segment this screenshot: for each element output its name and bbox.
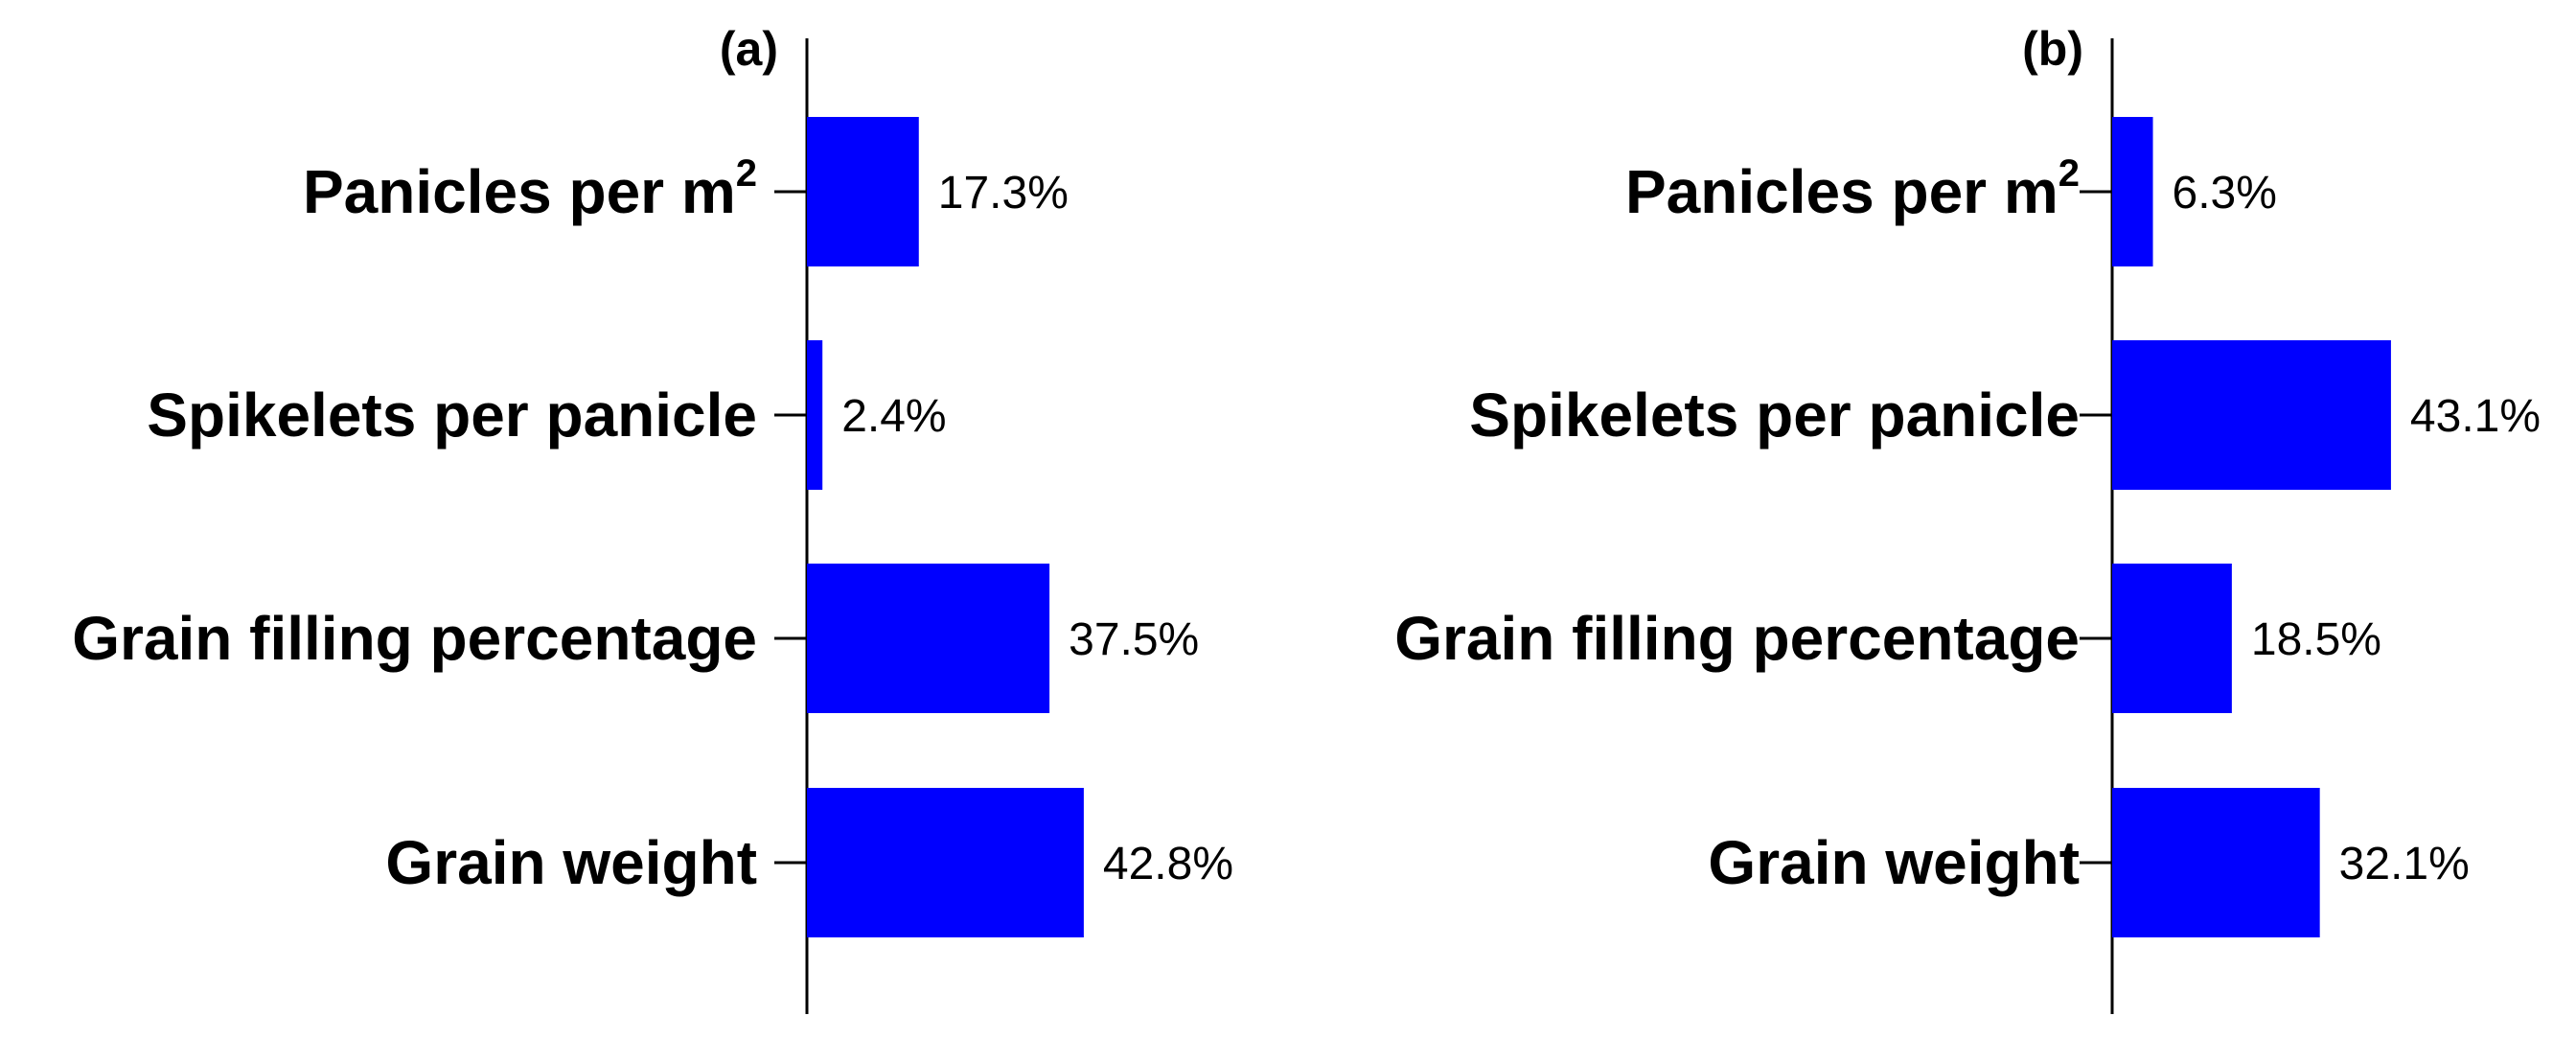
category-label-superscript: 2 (736, 152, 757, 195)
bar (807, 564, 1050, 713)
bar (807, 340, 823, 490)
category-label: Panicles per m2 (1625, 152, 2080, 226)
data-label: 43.1% (2410, 391, 2541, 442)
data-label: 18.5% (2251, 614, 2381, 665)
category-label: Grain filling percentage (72, 604, 757, 673)
data-label: 6.3% (2173, 168, 2277, 219)
category-label-text: Grain filling percentage (72, 604, 757, 673)
category-label-text: Spikelets per panicle (147, 381, 757, 450)
category-label-superscript: 2 (2058, 152, 2080, 195)
category-label: Spikelets per panicle (147, 381, 757, 450)
category-label: Grain weight (1708, 828, 2080, 897)
chart-panel-a: (a) Panicles per m2 17.3% Spikelets per pan… (72, 22, 1233, 1014)
bar (2112, 117, 2153, 266)
bar (807, 788, 1084, 937)
category-label: Grain weight (385, 828, 757, 897)
category-label-text: Grain weight (385, 828, 757, 897)
panel-label: (b) (2022, 22, 2083, 76)
category-label: Panicles per m2 (303, 152, 757, 226)
bar (2112, 788, 2320, 937)
category-label-text: Grain weight (1708, 828, 2080, 897)
category-label: Grain filling percentage (1394, 604, 2080, 673)
panel-label: (a) (720, 22, 778, 76)
chart-panel-b: (b) Panicles per m2 6.3% Spikelets per pani… (1394, 22, 2541, 1014)
category-label-text: Panicles per m (303, 157, 736, 226)
bar (2112, 564, 2232, 713)
data-label: 32.1% (2339, 839, 2470, 889)
data-label: 17.3% (938, 168, 1069, 219)
data-label: 37.5% (1069, 614, 1199, 665)
bar (807, 117, 919, 266)
bar (2112, 340, 2391, 490)
category-label-text: Spikelets per panicle (1469, 381, 2080, 450)
category-label-text: Panicles per m (1625, 157, 2058, 226)
data-label: 2.4% (841, 391, 946, 442)
category-label: Spikelets per panicle (1469, 381, 2080, 450)
data-label: 42.8% (1103, 839, 1233, 889)
category-label-text: Grain filling percentage (1394, 604, 2080, 673)
